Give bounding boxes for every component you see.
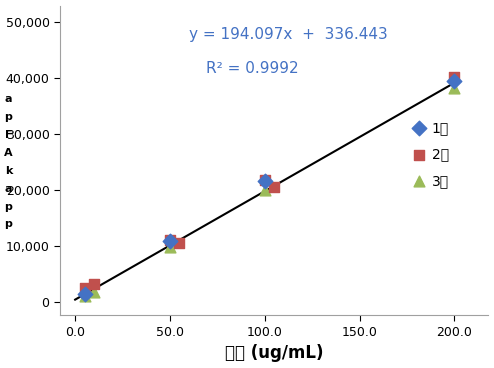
2차: [175, 240, 183, 246]
Text: y = 194.097x  +  336.443: y = 194.097x + 336.443: [189, 27, 387, 42]
Text: R² = 0.9992: R² = 0.9992: [206, 61, 298, 76]
3차: [451, 85, 458, 91]
Text: p: p: [4, 202, 12, 212]
1차: [166, 238, 174, 244]
3차: [90, 289, 98, 295]
2차: [261, 177, 269, 183]
3차: [261, 187, 269, 193]
2차: [270, 184, 278, 190]
Text: k: k: [5, 166, 12, 176]
X-axis label: 농도 (ug/mL): 농도 (ug/mL): [225, 344, 324, 362]
1차: [81, 291, 88, 297]
Text: p: p: [4, 112, 12, 122]
Text: p: p: [4, 219, 12, 230]
Text: a: a: [5, 94, 12, 105]
1차: [261, 178, 269, 184]
2차: [451, 74, 458, 80]
1차: [451, 78, 458, 84]
2차: [166, 237, 174, 243]
3차: [81, 294, 88, 300]
Legend: 1차, 2차, 3차: 1차, 2차, 3차: [410, 118, 452, 191]
Text: A: A: [4, 148, 13, 158]
2차: [90, 281, 98, 287]
Text: F: F: [5, 130, 12, 140]
2차: [81, 284, 88, 290]
Text: a: a: [5, 184, 12, 194]
3차: [166, 244, 174, 250]
